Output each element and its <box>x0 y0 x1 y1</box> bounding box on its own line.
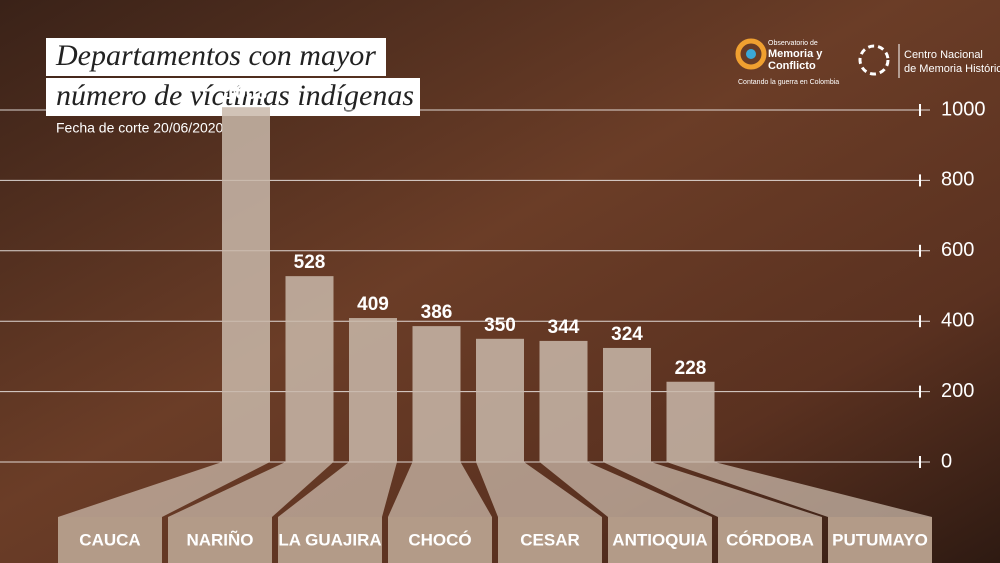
y-tick-label: 0 <box>941 450 952 472</box>
category-box <box>58 517 162 563</box>
x-tick-label: NARIÑO <box>186 529 253 549</box>
y-tick-label: 400 <box>941 309 974 331</box>
bar-connector <box>539 462 712 517</box>
logo-text: Memoria y <box>768 48 823 60</box>
x-tick-label: CESAR <box>520 530 580 549</box>
value-label: 344 <box>548 317 580 338</box>
logo-text: Centro Nacional <box>904 49 983 61</box>
bar <box>476 338 524 462</box>
logo-cnmh: Centro Nacional de Memoria Histórica <box>858 44 1000 78</box>
chart-subtitle: Fecha de corte 20/06/2020 <box>56 120 224 136</box>
value-label: 386 <box>421 302 453 323</box>
bar-connector <box>603 462 822 517</box>
x-tick-label: ANTIOQUIA <box>612 530 707 549</box>
category-box <box>498 517 602 563</box>
value-label: 528 <box>294 252 326 273</box>
logo-icon <box>735 38 767 70</box>
value-label: 324 <box>611 324 643 345</box>
bar <box>539 340 588 462</box>
chart-title: Departamentos con mayor <box>55 39 376 72</box>
chart-title: número de víctimas indígenas <box>56 79 414 112</box>
bar <box>666 381 715 462</box>
category-box <box>608 517 712 563</box>
logo-observatorio: Observatorio de Memoria y Conflicto Cont… <box>735 38 839 86</box>
y-tick-label: 800 <box>941 169 974 191</box>
bar-connector <box>278 462 397 517</box>
value-label: 1008 <box>225 83 267 104</box>
category-box <box>828 517 932 563</box>
bar <box>349 318 397 462</box>
x-tick-label: PUTUMAYO <box>832 530 928 549</box>
x-tick-label: CAUCA <box>79 530 140 549</box>
y-tick-label: 200 <box>941 380 974 402</box>
logo-text: Observatorio de <box>768 40 818 47</box>
bar-connector <box>168 462 334 517</box>
logo-text: de Memoria Histórica <box>904 63 1000 75</box>
x-tick-label: CHOCÓ <box>408 530 471 549</box>
bar-connector <box>476 462 602 517</box>
y-tick-label: 600 <box>941 239 974 261</box>
category-box <box>718 517 822 563</box>
logo-text: Contando la guerra en Colombia <box>738 79 839 86</box>
bar <box>285 276 334 462</box>
logo-text: Conflicto <box>768 60 816 72</box>
bar-connector <box>388 462 492 517</box>
category-box <box>388 517 492 563</box>
bar <box>603 347 651 462</box>
logo-icon <box>746 49 756 59</box>
category-box <box>278 517 382 563</box>
value-label: 228 <box>675 358 707 379</box>
logo-icon <box>858 44 890 76</box>
x-tick-label: LA GUAJIRA <box>278 530 381 549</box>
category-box <box>168 517 272 563</box>
bar-connector <box>666 462 932 517</box>
y-tick-label: 1000 <box>941 98 986 120</box>
value-label: 350 <box>484 315 516 336</box>
bar <box>222 107 270 463</box>
value-label: 409 <box>357 294 389 315</box>
x-tick-label: CÓRDOBA <box>726 530 814 549</box>
bar <box>412 326 461 462</box>
title-box <box>46 38 386 76</box>
bar-connector <box>58 462 270 517</box>
